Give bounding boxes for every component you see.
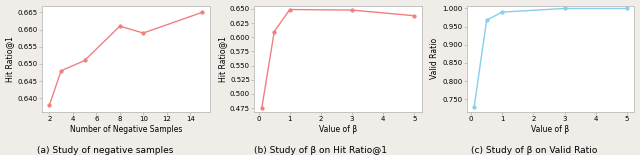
X-axis label: Value of β: Value of β [531, 125, 570, 134]
X-axis label: Number of Negative Samples: Number of Negative Samples [70, 125, 182, 134]
Text: (c) Study of β on Valid Ratio: (c) Study of β on Valid Ratio [471, 146, 598, 155]
Y-axis label: Valid Ratio: Valid Ratio [430, 38, 440, 79]
Y-axis label: Hit Ratio@1: Hit Ratio@1 [6, 36, 15, 82]
Text: (a) Study of negative samples: (a) Study of negative samples [37, 146, 174, 155]
Y-axis label: Hit Ratio@1: Hit Ratio@1 [218, 36, 227, 82]
Text: (b) Study of β on Hit Ratio@1: (b) Study of β on Hit Ratio@1 [253, 146, 387, 155]
X-axis label: Value of β: Value of β [319, 125, 357, 134]
